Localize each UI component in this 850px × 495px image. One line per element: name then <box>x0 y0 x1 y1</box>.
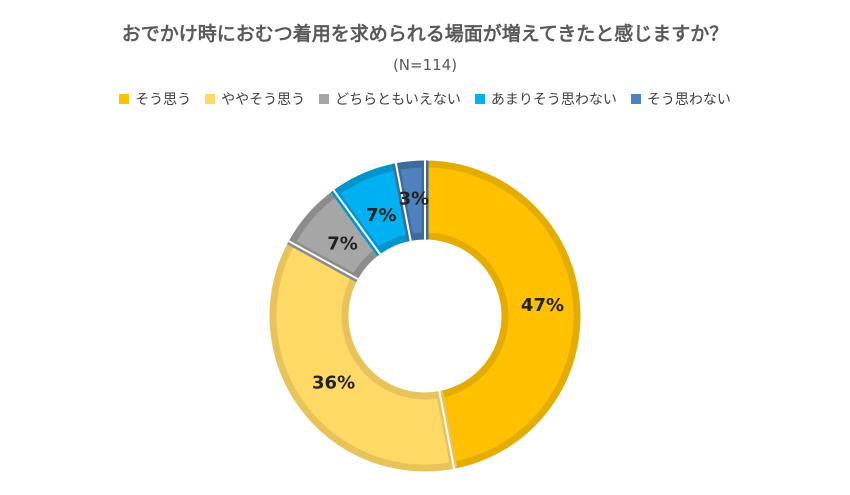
data-label-omowanai: 3% <box>399 189 430 210</box>
slice-separator <box>394 162 412 242</box>
data-label-yaya: 36% <box>312 372 355 393</box>
legend-swatch <box>474 94 485 104</box>
legend-label: そう思わない <box>646 92 731 108</box>
legend-item-dochira: どちらともいえない <box>319 89 461 109</box>
legend-swatch <box>205 94 216 104</box>
slice-separator <box>287 239 359 281</box>
data-label-dochira: 7% <box>327 233 358 254</box>
slice-separator <box>332 189 382 256</box>
legend-swatch <box>119 94 130 104</box>
data-label-soushomou: 47% <box>521 295 564 316</box>
slice-separator <box>438 390 456 470</box>
legend-item-yaya: ややそう思う <box>205 89 305 109</box>
legend-label: どちらともいえない <box>335 92 461 108</box>
legend-item-soushomou: そう思う <box>119 89 191 109</box>
legend-item-omowanai: そう思わない <box>630 89 731 109</box>
legend-swatch <box>630 94 641 104</box>
legend-item-amari: あまりそう思わない <box>474 89 617 109</box>
legend-label: あまりそう思わない <box>490 92 617 108</box>
slice-soushomou <box>421 160 581 470</box>
legend-swatch <box>319 94 330 104</box>
slice-yaya <box>269 238 458 472</box>
chart-legend: そう思う ややそう思う どちらともいえない あまりそう思わない そう思わない <box>0 89 850 109</box>
data-label-amari: 7% <box>366 205 397 226</box>
chart-title: おでかけ時におむつ着用を求められる場面が増えてきたと感じますか？ <box>121 23 729 45</box>
legend-label: そう思う <box>135 92 192 108</box>
chart-subtitle: (N=114) <box>392 56 458 74</box>
legend-label: ややそう思う <box>221 92 306 108</box>
